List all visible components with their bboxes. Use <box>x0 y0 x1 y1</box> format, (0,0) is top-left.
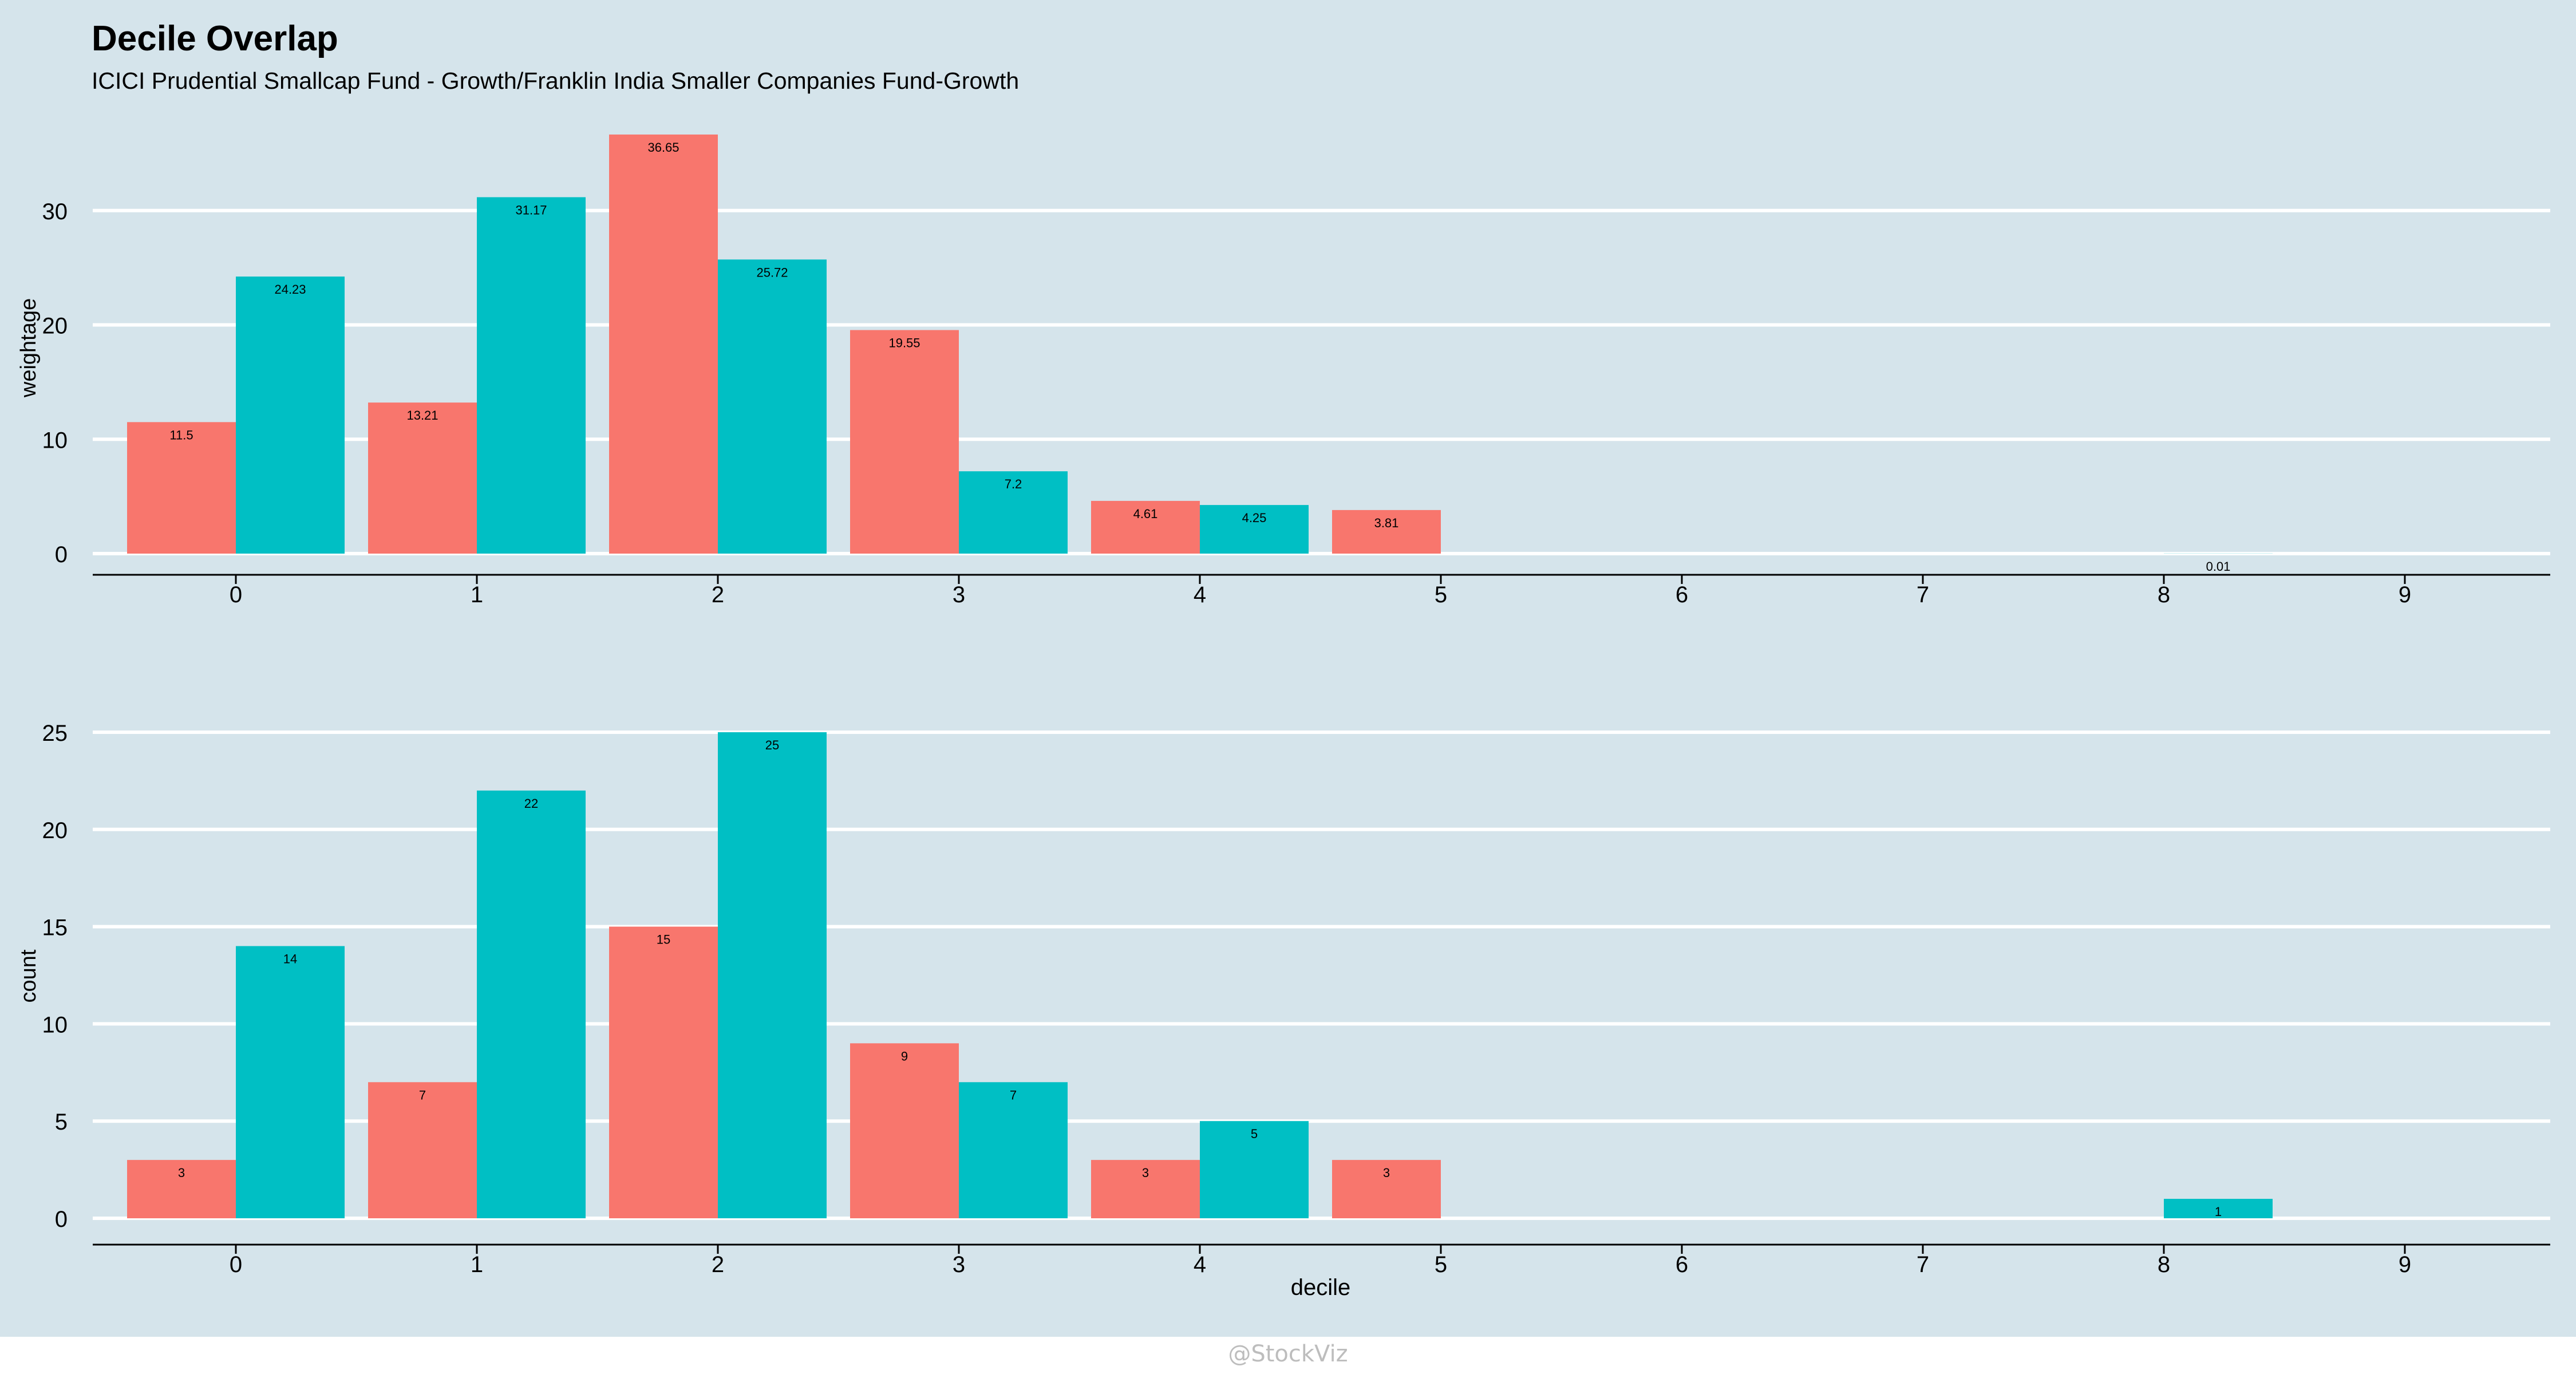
y-tick-label: 0 <box>55 1207 68 1232</box>
y-tick-label: 0 <box>55 542 68 567</box>
bar-series-a <box>850 330 959 554</box>
weightage-panel: 0102030weightage11.513.2136.6519.554.613… <box>17 135 2550 607</box>
bar-series-a <box>368 402 477 554</box>
x-tick-label: 0 <box>230 1252 242 1277</box>
x-tick-label: 7 <box>1917 1252 1929 1277</box>
x-axis-label: decile <box>1291 1275 1351 1300</box>
data-label: 19.55 <box>888 336 920 350</box>
x-tick-label: 4 <box>1194 582 1206 607</box>
data-label: 7 <box>419 1088 426 1102</box>
x-tick-label: 6 <box>1676 1252 1688 1277</box>
data-label: 9 <box>901 1049 908 1063</box>
bar-series-b <box>477 197 586 554</box>
data-label: 22 <box>524 796 538 811</box>
data-label: 4.61 <box>1133 507 1158 521</box>
data-label: 15 <box>657 933 670 947</box>
y-tick-label: 10 <box>42 1012 68 1037</box>
decile-overlap-charts: 0102030weightage11.513.2136.6519.554.613… <box>0 0 2576 1337</box>
x-tick-label: 9 <box>2399 1252 2411 1277</box>
data-label: 25 <box>765 738 779 752</box>
y-tick-label: 30 <box>42 199 68 224</box>
x-tick-label: 3 <box>953 1252 965 1277</box>
data-label: 3 <box>1383 1166 1390 1180</box>
x-tick-label: 1 <box>471 582 483 607</box>
data-label: 3.81 <box>1374 516 1399 530</box>
data-label: 4.25 <box>1242 511 1267 525</box>
data-label: 1 <box>2215 1205 2222 1219</box>
watermark: @StockViz <box>0 1341 2576 1367</box>
x-tick-label: 5 <box>1435 582 1447 607</box>
x-tick-label: 2 <box>712 1252 724 1277</box>
data-label: 5 <box>1251 1127 1258 1141</box>
x-tick-label: 9 <box>2399 582 2411 607</box>
bar-series-a <box>368 1082 477 1218</box>
y-tick-label: 15 <box>42 915 68 941</box>
x-tick-label: 7 <box>1917 582 1929 607</box>
data-label: 7.2 <box>1005 477 1022 491</box>
bar-series-a <box>850 1043 959 1218</box>
x-tick-label: 4 <box>1194 1252 1206 1277</box>
data-label: 3 <box>178 1166 185 1180</box>
bar-series-b <box>959 1082 1068 1218</box>
x-tick-label: 3 <box>953 582 965 607</box>
x-tick-label: 6 <box>1676 582 1688 607</box>
y-tick-label: 10 <box>42 428 68 453</box>
bar-series-b <box>236 946 345 1218</box>
y-tick-label: 20 <box>42 314 68 339</box>
y-tick-label: 20 <box>42 818 68 843</box>
data-label: 7 <box>1010 1088 1017 1102</box>
data-label: 36.65 <box>647 140 679 155</box>
x-tick-label: 8 <box>2158 1252 2170 1277</box>
bar-series-b <box>718 732 827 1218</box>
data-label: 0.01 <box>2206 559 2231 574</box>
bar-series-a <box>609 135 718 554</box>
data-label: 25.72 <box>756 265 788 279</box>
y-axis-label: count <box>17 949 41 1002</box>
bar-series-b <box>236 277 345 554</box>
x-tick-label: 0 <box>230 582 242 607</box>
x-tick-label: 1 <box>471 1252 483 1277</box>
y-tick-label: 25 <box>42 721 68 746</box>
data-label: 31.17 <box>515 203 547 217</box>
data-label: 14 <box>283 952 297 966</box>
data-label: 11.5 <box>169 428 193 442</box>
data-label: 24.23 <box>274 282 306 297</box>
y-tick-label: 5 <box>55 1110 68 1135</box>
data-label: 13.21 <box>406 408 438 423</box>
bar-series-a <box>609 927 718 1218</box>
x-tick-label: 8 <box>2158 582 2170 607</box>
x-tick-label: 2 <box>712 582 724 607</box>
data-label: 3 <box>1142 1166 1149 1180</box>
x-tick-label: 5 <box>1435 1252 1447 1277</box>
bar-series-b <box>477 791 586 1218</box>
y-axis-label: weightage <box>17 298 41 398</box>
bar-series-b <box>718 259 827 554</box>
